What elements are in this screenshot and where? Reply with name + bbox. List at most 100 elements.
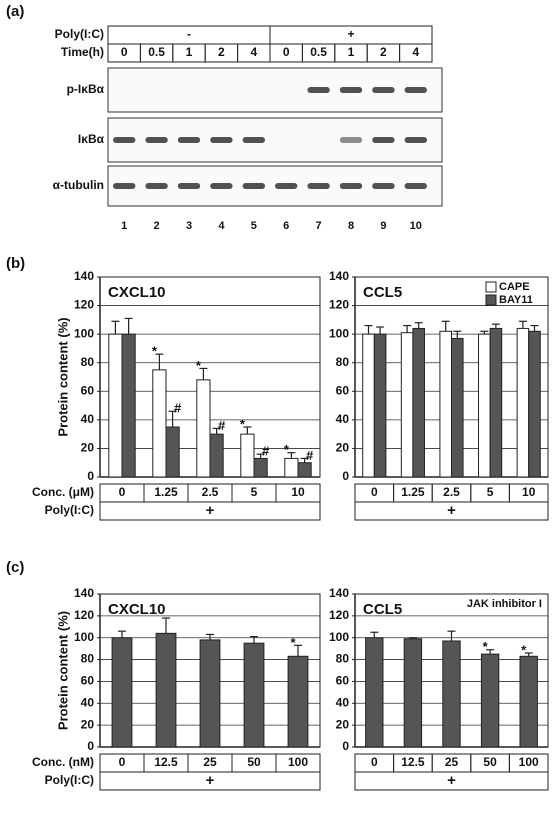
- cell-text: 1: [186, 45, 193, 59]
- lane-number: 5: [251, 220, 257, 232]
- y-tick-label: 120: [329, 608, 349, 622]
- y-tick-label: 80: [81, 355, 95, 369]
- treatment: +: [206, 502, 215, 519]
- x-tick-label: 1.25: [154, 485, 178, 499]
- blot-label: IκBα: [78, 132, 105, 146]
- y-tick-label: 80: [336, 355, 350, 369]
- x-tick-label: 0: [119, 485, 126, 499]
- row-label: Time(h): [61, 45, 104, 59]
- x-tick-label: 10: [291, 485, 305, 499]
- legend-label: JAK inhibitor I: [467, 598, 542, 610]
- y-tick-label: 40: [336, 412, 350, 426]
- y-tick-label: 100: [329, 326, 349, 340]
- cell-text: 1: [348, 45, 355, 59]
- y-tick-label: 20: [336, 717, 350, 731]
- y-tick-label: 80: [336, 652, 350, 666]
- lane-number: 1: [121, 220, 127, 232]
- row-label: Poly(I:C): [55, 27, 104, 41]
- x-tick-label: 25: [203, 755, 217, 769]
- significance: *: [483, 639, 489, 654]
- band: [113, 137, 135, 143]
- x-tick-label: 1.25: [401, 485, 425, 499]
- y-tick-label: 140: [329, 586, 349, 600]
- cell-text: 0: [283, 45, 290, 59]
- band: [275, 183, 297, 189]
- bar: [401, 333, 413, 477]
- blot-label: α-tubulin: [53, 178, 104, 192]
- bar: [490, 328, 502, 477]
- y-axis-label: Protein content (%): [55, 611, 70, 730]
- y-tick-label: 80: [81, 652, 95, 666]
- y-tick-label: 120: [74, 298, 94, 312]
- bar: [122, 334, 135, 477]
- y-tick-label: 140: [74, 269, 94, 283]
- x-tick-label: 2.5: [202, 485, 219, 499]
- bar: [520, 656, 537, 747]
- band: [340, 87, 362, 93]
- band: [340, 137, 362, 143]
- significance: *: [284, 442, 290, 457]
- lane-number: 4: [218, 220, 225, 232]
- treatment: +: [447, 772, 456, 789]
- y-tick-label: 120: [74, 608, 94, 622]
- blot-label: p-IκBα: [67, 82, 105, 96]
- chart-title: CCL5: [363, 284, 402, 301]
- significance: #: [306, 448, 314, 463]
- y-tick-label: 60: [336, 674, 350, 688]
- x-tick-label: 0: [119, 755, 126, 769]
- bar: [241, 434, 254, 477]
- lane-number: 3: [186, 220, 192, 232]
- bar: [285, 458, 298, 477]
- y-tick-label: 60: [81, 674, 95, 688]
- chart-title: CXCL10: [108, 284, 166, 301]
- band: [178, 137, 200, 143]
- treatment: +: [206, 772, 215, 789]
- y-tick-label: 40: [81, 412, 95, 426]
- bar: [244, 643, 264, 747]
- bar: [452, 338, 464, 477]
- cell-text: 2: [218, 45, 225, 59]
- bar: [363, 334, 375, 477]
- bar: [210, 434, 223, 477]
- lane-number: 8: [348, 220, 354, 232]
- bar: [374, 334, 386, 477]
- panel-label: (a): [6, 3, 24, 20]
- y-tick-label: 140: [329, 269, 349, 283]
- y-tick-label: 20: [336, 441, 350, 455]
- cell-text: 0.5: [310, 45, 327, 59]
- band: [405, 87, 427, 93]
- significance: *: [152, 344, 158, 359]
- bar: [413, 328, 425, 477]
- cell-text: 4: [250, 45, 257, 59]
- bar: [254, 458, 267, 477]
- band: [405, 183, 427, 189]
- treatment-label: Poly(I:C): [45, 503, 94, 517]
- y-tick-label: 100: [74, 630, 94, 644]
- cell-text: 2: [380, 45, 387, 59]
- lane-number: 7: [316, 220, 322, 232]
- y-tick-label: 40: [81, 695, 95, 709]
- band: [372, 137, 394, 143]
- y-tick-label: 0: [342, 469, 349, 483]
- x-tick-label: 100: [519, 755, 539, 769]
- chart-title: CCL5: [363, 601, 402, 618]
- bar: [529, 331, 541, 477]
- cell-text: 4: [412, 45, 419, 59]
- significance: *: [521, 642, 527, 657]
- band: [113, 183, 135, 189]
- significance: #: [218, 418, 226, 433]
- band: [372, 183, 394, 189]
- figure: (a)Poly(I:C)-+Time(h)00.512400.5124p-IκB…: [0, 0, 559, 820]
- x-tick-label: 0: [371, 485, 378, 499]
- band: [210, 137, 232, 143]
- y-tick-label: 40: [336, 695, 350, 709]
- x-tick-label: 10: [522, 485, 536, 499]
- band: [210, 183, 232, 189]
- panel-label: (c): [6, 559, 24, 576]
- bar: [109, 334, 122, 477]
- x-tick-label: 25: [445, 755, 459, 769]
- bar: [366, 638, 383, 747]
- y-tick-label: 0: [342, 739, 349, 753]
- x-axis-label: Conc. (μM): [32, 485, 94, 499]
- band: [372, 87, 394, 93]
